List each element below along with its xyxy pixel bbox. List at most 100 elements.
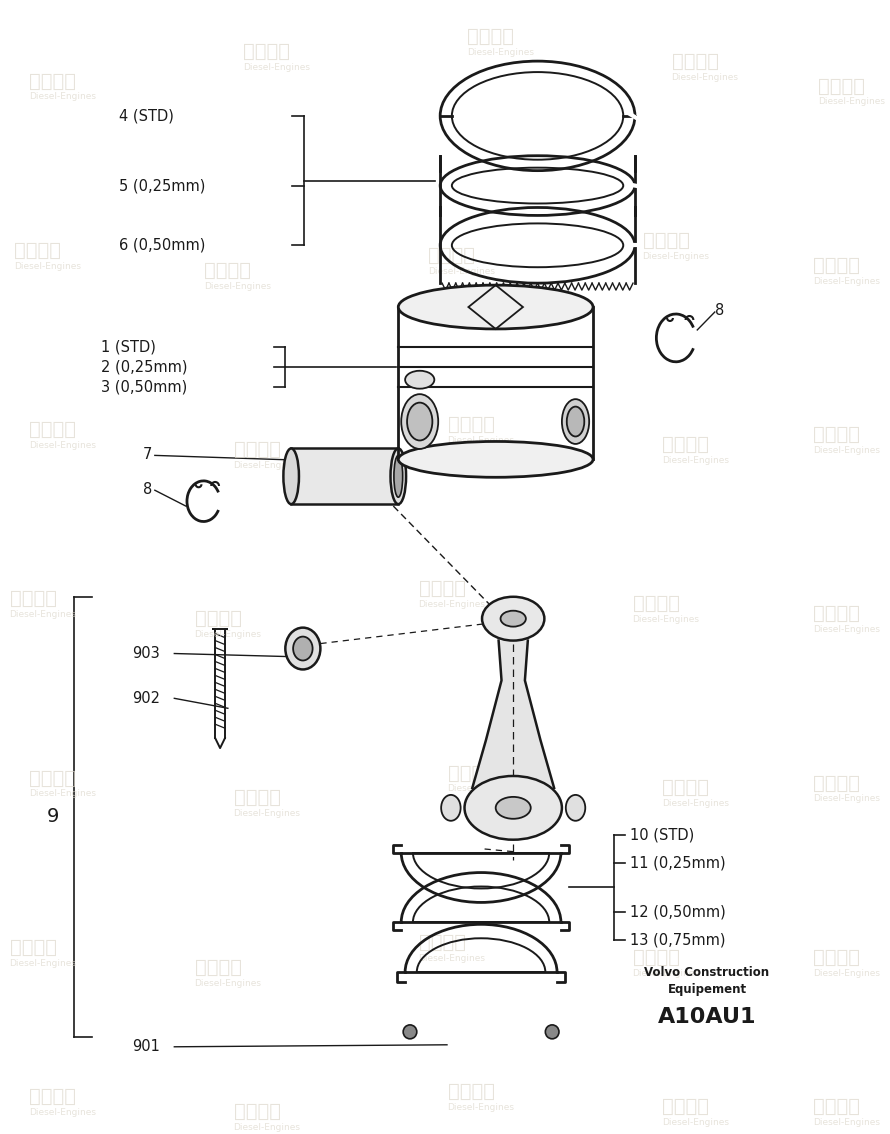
Ellipse shape [286, 627, 320, 669]
Ellipse shape [500, 611, 526, 627]
Ellipse shape [465, 776, 562, 839]
Ellipse shape [293, 636, 312, 660]
Text: 紫发动力: 紫发动力 [29, 1088, 76, 1106]
Text: Diesel-Engines: Diesel-Engines [662, 799, 729, 809]
Text: 紫发动力: 紫发动力 [10, 938, 57, 957]
Text: 3 (0,50mm): 3 (0,50mm) [101, 379, 188, 395]
Text: Diesel-Engines: Diesel-Engines [672, 73, 739, 82]
Text: 紫发动力: 紫发动力 [14, 240, 61, 260]
Ellipse shape [394, 456, 402, 497]
Ellipse shape [405, 371, 434, 389]
Text: 紫发动力: 紫发动力 [195, 957, 241, 976]
Text: Diesel-Engines: Diesel-Engines [194, 979, 262, 988]
Ellipse shape [399, 441, 593, 477]
Text: 紫发动力: 紫发动力 [813, 773, 860, 793]
Text: 紫发动力: 紫发动力 [243, 42, 290, 61]
Ellipse shape [407, 403, 433, 440]
Text: 紫发动力: 紫发动力 [813, 1097, 860, 1116]
Text: Diesel-Engines: Diesel-Engines [418, 600, 485, 609]
Text: Diesel-Engines: Diesel-Engines [243, 62, 310, 71]
Text: 12 (0,50mm): 12 (0,50mm) [630, 905, 726, 920]
Text: Diesel-Engines: Diesel-Engines [633, 968, 700, 978]
Text: Diesel-Engines: Diesel-Engines [28, 441, 96, 450]
Text: 紫发动力: 紫发动力 [418, 933, 465, 951]
Text: Diesel-Engines: Diesel-Engines [9, 958, 77, 967]
Text: Diesel-Engines: Diesel-Engines [813, 795, 879, 803]
Text: 紫发动力: 紫发动力 [818, 76, 865, 95]
Text: Diesel-Engines: Diesel-Engines [204, 281, 271, 290]
Text: 紫发动力: 紫发动力 [813, 948, 860, 966]
Text: 8: 8 [715, 303, 724, 318]
Text: 6 (0,50mm): 6 (0,50mm) [118, 238, 206, 253]
Text: Diesel-Engines: Diesel-Engines [643, 252, 709, 261]
Text: 10 (STD): 10 (STD) [630, 827, 694, 843]
Text: Diesel-Engines: Diesel-Engines [633, 615, 700, 624]
Text: 紫发动力: 紫发动力 [448, 1082, 495, 1101]
Text: Diesel-Engines: Diesel-Engines [813, 968, 879, 978]
Text: Equipement: Equipement [668, 982, 747, 996]
Text: 紫发动力: 紫发动力 [662, 1097, 709, 1116]
Text: 紫发动力: 紫发动力 [418, 579, 465, 599]
Bar [291, 448, 399, 505]
Text: Diesel-Engines: Diesel-Engines [233, 460, 300, 469]
Text: 紫发动力: 紫发动力 [813, 604, 860, 624]
Text: Diesel-Engines: Diesel-Engines [813, 1118, 879, 1127]
Text: 5 (0,25mm): 5 (0,25mm) [118, 178, 206, 193]
Text: Diesel-Engines: Diesel-Engines [418, 954, 485, 963]
Ellipse shape [283, 448, 299, 505]
Text: 紫发动力: 紫发动力 [29, 769, 76, 787]
Ellipse shape [566, 795, 586, 821]
Text: Diesel-Engines: Diesel-Engines [662, 1118, 729, 1127]
Ellipse shape [482, 596, 545, 641]
Text: Diesel-Engines: Diesel-Engines [233, 810, 300, 819]
Text: 903: 903 [133, 646, 160, 661]
Ellipse shape [562, 399, 589, 443]
Text: 902: 902 [133, 691, 160, 705]
Text: 紫发动力: 紫发动力 [813, 256, 860, 274]
Text: Diesel-Engines: Diesel-Engines [194, 631, 262, 640]
Text: Diesel-Engines: Diesel-Engines [813, 446, 879, 455]
Text: 紫发动力: 紫发动力 [233, 440, 280, 459]
Text: 9: 9 [46, 807, 59, 827]
Text: A10AU1: A10AU1 [658, 1007, 756, 1027]
Text: Diesel-Engines: Diesel-Engines [233, 1123, 300, 1132]
Text: 2 (0,25mm): 2 (0,25mm) [101, 359, 188, 374]
Text: Diesel-Engines: Diesel-Engines [428, 266, 495, 276]
Text: 紫发动力: 紫发动力 [662, 435, 709, 454]
Text: 紫发动力: 紫发动力 [633, 594, 680, 613]
Text: 901: 901 [133, 1039, 160, 1055]
Text: 紫发动力: 紫发动力 [448, 415, 495, 434]
Circle shape [546, 1025, 559, 1039]
Text: Diesel-Engines: Diesel-Engines [448, 785, 514, 794]
Text: 4 (STD): 4 (STD) [118, 109, 174, 124]
Text: Diesel-Engines: Diesel-Engines [813, 277, 879, 286]
Text: 紫发动力: 紫发动力 [205, 261, 251, 280]
Text: Diesel-Engines: Diesel-Engines [813, 625, 879, 634]
Text: Diesel-Engines: Diesel-Engines [467, 48, 534, 57]
Text: 1 (STD): 1 (STD) [101, 339, 156, 354]
Text: 紫发动力: 紫发动力 [233, 788, 280, 807]
Ellipse shape [401, 395, 438, 449]
Text: 紫发动力: 紫发动力 [195, 609, 241, 628]
Text: 紫发动力: 紫发动力 [29, 71, 76, 91]
Text: 紫发动力: 紫发动力 [633, 948, 680, 966]
Text: 7: 7 [143, 447, 152, 462]
Polygon shape [473, 641, 554, 788]
Text: 13 (0,75mm): 13 (0,75mm) [630, 933, 725, 948]
Text: Diesel-Engines: Diesel-Engines [28, 1108, 96, 1117]
Text: Volvo Construction: Volvo Construction [644, 966, 770, 979]
Text: 紫发动力: 紫发动力 [29, 420, 76, 439]
Ellipse shape [496, 797, 530, 819]
Text: Diesel-Engines: Diesel-Engines [9, 610, 77, 619]
Text: 11 (0,25mm): 11 (0,25mm) [630, 855, 725, 870]
Text: Diesel-Engines: Diesel-Engines [818, 98, 885, 107]
Text: 紫发动力: 紫发动力 [813, 425, 860, 445]
Text: 紫发动力: 紫发动力 [467, 27, 514, 45]
Circle shape [403, 1025, 417, 1039]
Text: Diesel-Engines: Diesel-Engines [28, 93, 96, 101]
Text: 紫发动力: 紫发动力 [643, 231, 690, 249]
Text: 紫发动力: 紫发动力 [448, 763, 495, 782]
Text: 紫发动力: 紫发动力 [672, 52, 719, 70]
Text: 紫发动力: 紫发动力 [428, 246, 475, 264]
Text: Diesel-Engines: Diesel-Engines [662, 456, 729, 465]
